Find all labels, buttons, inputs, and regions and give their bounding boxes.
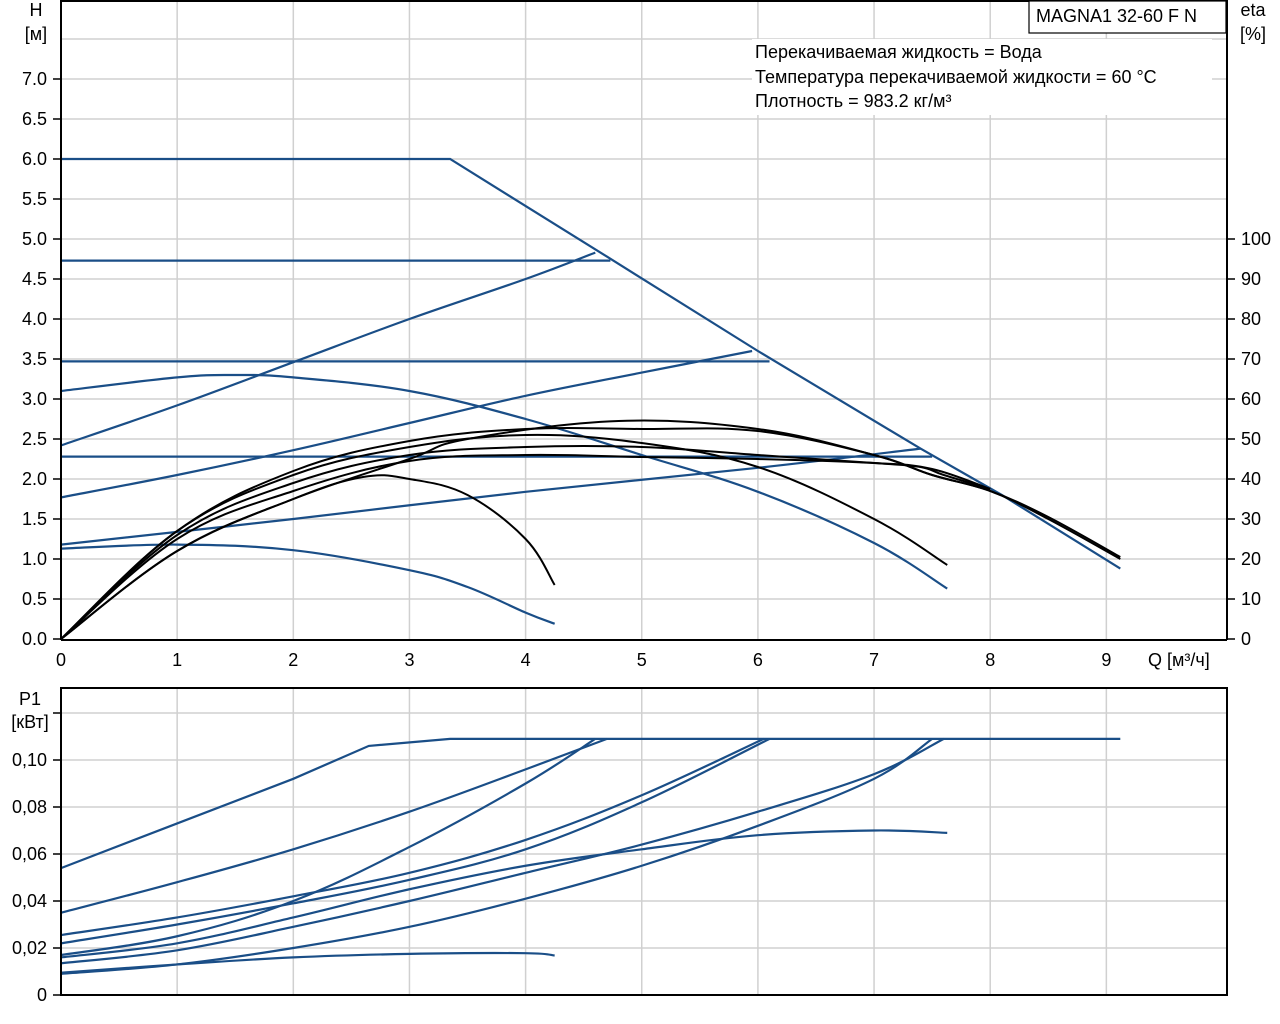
h-tick-label: 3.5: [22, 349, 47, 369]
power-curve-p1-prop-mid: [60, 737, 771, 945]
p1-tick-label: 0: [37, 985, 47, 1005]
q-tick-label: 6: [753, 650, 763, 670]
efficiency-curve-eta-const-low: [60, 453, 991, 640]
model-label-box: [1028, 0, 1227, 34]
h-tick-label: 0.0: [22, 629, 47, 649]
q-tick-label: 2: [288, 650, 298, 670]
head-curve-proportional-pressure-high: [60, 251, 596, 447]
h-tick-label: 3.0: [22, 389, 47, 409]
eta-tick-label: 30: [1241, 509, 1261, 529]
p1-tick-label: 0,02: [12, 938, 47, 958]
temperature-label: Температура перекачиваемой жидкости = 60…: [755, 67, 1157, 87]
q-tick-label: 9: [1101, 650, 1111, 670]
h-tick-label: 5.0: [22, 229, 47, 249]
eta-tick-label: 20: [1241, 549, 1261, 569]
p1-tick-label: 0,08: [12, 797, 47, 817]
q-tick-label: 1: [172, 650, 182, 670]
q-tick-label: 0: [56, 650, 66, 670]
h-tick-label: 6.0: [22, 149, 47, 169]
power-curve-p1-prop-high: [60, 737, 596, 957]
q-axis-label: Q [м³/ч]: [1148, 650, 1210, 670]
h-axis-unit: [м]: [25, 24, 47, 44]
h-tick-label: 2.5: [22, 429, 47, 449]
head-curve-speed-curve-min: [60, 543, 556, 625]
power-curve-p1-speed-mid: [60, 829, 948, 959]
eta-tick-label: 40: [1241, 469, 1261, 489]
p1-tick-label: 0,06: [12, 844, 47, 864]
eta-tick-label: 0: [1241, 629, 1251, 649]
h-tick-label: 4.0: [22, 309, 47, 329]
p1-curves: [60, 737, 1121, 975]
eta-tick-label: 80: [1241, 309, 1261, 329]
h-tick-label: 7.0: [22, 69, 47, 89]
efficiency-curve-eta-mid: [60, 433, 948, 640]
fluid-label: Перекачиваемая жидкость = Вода: [755, 42, 1043, 62]
eta-tick-label: 50: [1241, 429, 1261, 449]
p1-tick-label: 0,10: [12, 750, 47, 770]
tick-labels: 0.0 0.5 1.0 1.5 2.0 2.5 3.0 3.5 4.0 4.5 5.0 5.5 6.0 6…: [12, 69, 1271, 1005]
hq-curves: [60, 157, 1121, 640]
p1-tick-label: 0,04: [12, 891, 47, 911]
q-tick-label: 3: [404, 650, 414, 670]
eta-tick-label: 100: [1241, 229, 1271, 249]
h-tick-label: 1.5: [22, 509, 47, 529]
h-tick-label: 1.0: [22, 549, 47, 569]
eta-tick-label: 90: [1241, 269, 1261, 289]
h-tick-label: 4.5: [22, 269, 47, 289]
p1-axis-unit: [кВт]: [11, 712, 49, 732]
h-tick-label: 5.5: [22, 189, 47, 209]
density-label: Плотность = 983.2 кг/м³: [755, 91, 951, 111]
power-curve-p1-max: [60, 737, 1121, 870]
q-tick-label: 5: [637, 650, 647, 670]
power-curve-p1-const-low: [60, 737, 945, 965]
power-curve-p1-const-high: [60, 737, 608, 914]
h-tick-label: 2.0: [22, 469, 47, 489]
head-curve-proportional-pressure-low: [60, 447, 921, 546]
h-tick-label: 0.5: [22, 589, 47, 609]
power-curve-p1-speed-min: [60, 951, 555, 974]
head-curve-speed-curve-mid: [60, 373, 948, 590]
head-curve-max-curve: [61, 157, 1121, 570]
q-tick-label: 4: [521, 650, 531, 670]
eta-tick-label: 70: [1241, 349, 1261, 369]
model-label: MAGNA1 32-60 F N: [1036, 6, 1197, 26]
efficiency-curve-eta-prop-high: [60, 419, 1121, 640]
power-curve-p1-const-mid: [60, 737, 765, 937]
p1-grid: [61, 688, 1226, 995]
eta-axis-label: eta: [1240, 0, 1266, 20]
power-curve-p1-prop-low: [60, 737, 933, 975]
h-axis-label: H: [30, 0, 43, 20]
fluid-info-box: [752, 39, 1212, 115]
eta-tick-label: 10: [1241, 589, 1261, 609]
h-tick-label: 6.5: [22, 109, 47, 129]
efficiency-curve-eta-min: [60, 474, 556, 640]
p1-axis-label: P1: [19, 689, 41, 709]
efficiency-curve-eta-max: [60, 426, 1121, 640]
q-tick-label: 7: [869, 650, 879, 670]
eta-axis-unit: [%]: [1240, 24, 1266, 44]
p1-plot-border: [60, 687, 1228, 996]
q-tick-label: 8: [985, 650, 995, 670]
eta-tick-label: 60: [1241, 389, 1261, 409]
head-curve-proportional-pressure-mid: [60, 349, 753, 499]
